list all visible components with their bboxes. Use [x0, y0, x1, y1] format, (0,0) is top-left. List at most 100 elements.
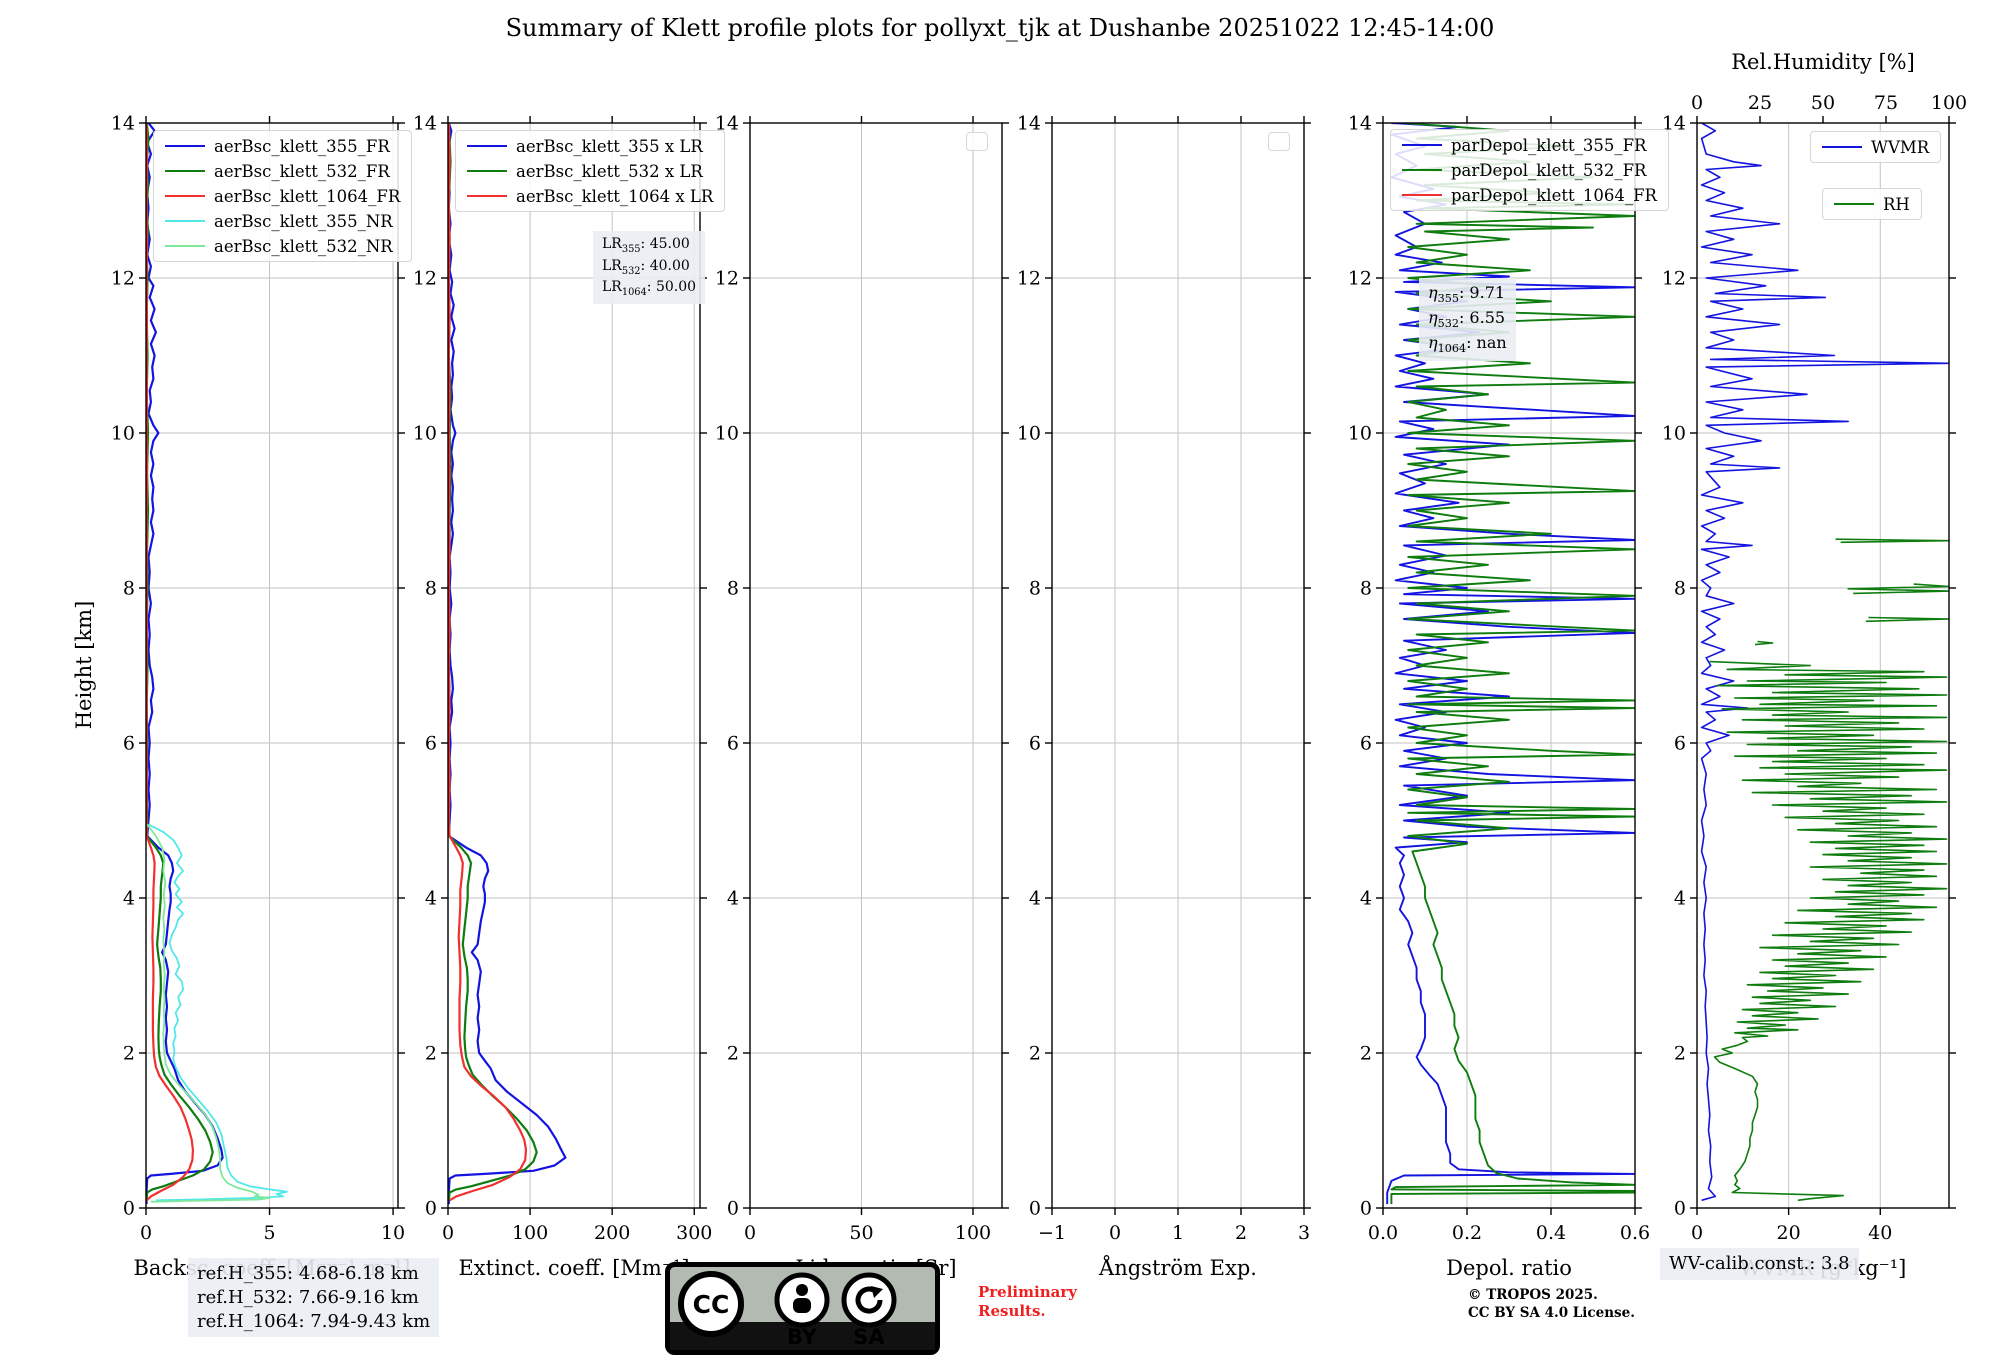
- y-tick-label: 8: [1360, 578, 1372, 600]
- series-rh: [1835, 538, 1949, 544]
- x-tick-label: 10: [381, 1222, 405, 1244]
- y-tick-label: 0: [727, 1198, 739, 1220]
- y-tick-label: 6: [1674, 733, 1686, 755]
- y-tick-label: 10: [1017, 423, 1041, 445]
- y-tick-label: 14: [1662, 113, 1686, 135]
- legend-line-sample: [467, 170, 507, 172]
- legend-entry: WVMR: [1822, 137, 1929, 157]
- legend-label: aerBsc_klett_532 x LR: [516, 161, 703, 181]
- x-axis-label-3: Ångström Exp.: [1098, 1255, 1257, 1280]
- series-ext355: [448, 123, 567, 1205]
- x-tick-label: 0: [140, 1222, 152, 1244]
- svg-text:SA: SA: [853, 1325, 885, 1349]
- y-tick-label: 2: [425, 1043, 437, 1065]
- legend-entry: aerBsc_klett_355 x LR: [467, 136, 713, 156]
- series-bsc355fr: [146, 123, 224, 1205]
- ref-h-532: ref.H_532: 7.66-9.16 km: [197, 1286, 419, 1308]
- legend-line-sample: [165, 220, 205, 222]
- legend-line-sample: [467, 145, 507, 147]
- panel-5: 02040025507510002468101214WVMR [g*kg⁻¹]: [1662, 92, 1967, 1280]
- series-rh: [1709, 660, 1948, 1202]
- legend-line-sample: [1402, 144, 1442, 146]
- lidar-ratio-annotation: LR355: 45.00 LR532: 40.00 LR1064: 50.00: [593, 231, 706, 305]
- y-tick-label: 12: [715, 268, 739, 290]
- x-tick-label: 5: [263, 1222, 275, 1244]
- x-tick-label: 200: [594, 1222, 630, 1244]
- series-ext1064: [448, 123, 528, 1202]
- lr-1064-line: LR1064: 50.00: [602, 279, 697, 299]
- figure-title: Summary of Klett profile plots for polly…: [505, 14, 1495, 42]
- y-tick-label: 14: [413, 113, 437, 135]
- y-tick-label: 2: [123, 1043, 135, 1065]
- preliminary-results-note: Preliminary Results.: [978, 1283, 1077, 1320]
- cc-icon: [678, 1271, 744, 1337]
- y-tick-label: 6: [1029, 733, 1041, 755]
- y-tick-label: 0: [1674, 1198, 1686, 1220]
- legend-label: aerBsc_klett_355_NR: [214, 211, 393, 231]
- legend-line-sample: [1834, 203, 1874, 205]
- legend-line-sample: [165, 195, 205, 197]
- y-tick-label: 12: [111, 268, 135, 290]
- legend-entry: RH: [1834, 194, 1910, 214]
- sa-arrow-icon: [841, 1272, 897, 1328]
- top-tick-label: 25: [1748, 92, 1772, 114]
- x-tick-label: 300: [676, 1222, 712, 1244]
- svg-text:BY: BY: [787, 1325, 818, 1349]
- y-tick-label: 4: [1360, 888, 1372, 910]
- legend-label: aerBsc_klett_355_FR: [214, 136, 390, 156]
- y-tick-label: 12: [413, 268, 437, 290]
- legend-label: WVMR: [1871, 137, 1930, 157]
- y-tick-label: 12: [1017, 268, 1041, 290]
- top-tick-label: 50: [1811, 92, 1835, 114]
- y-tick-label: 10: [413, 423, 437, 445]
- panel-border: [447, 122, 701, 1209]
- legend-line-sample: [165, 170, 205, 172]
- eta-532-line: η532: 6.55: [1428, 307, 1506, 331]
- x-tick-label: 100: [512, 1222, 548, 1244]
- y-tick-label: 8: [1674, 578, 1686, 600]
- legend-backscatter: aerBsc_klett_355_FR aerBsc_klett_532_FR ae…: [153, 130, 413, 262]
- series-wvmr: [1700, 123, 1949, 1202]
- panel-1: 0 100 200 300 0 2 4 6 8 10 12 14 Extinct. coeff. [Mm…: [413, 113, 713, 1281]
- x-axis-label-4: Depol. ratio: [1446, 1256, 1572, 1280]
- y-tick-label: 8: [123, 578, 135, 600]
- x-tick-label: 0: [1109, 1222, 1121, 1244]
- legend-entry: parDepol_klett_355_FR: [1402, 135, 1657, 155]
- legend-entry: aerBsc_klett_355_NR: [165, 211, 400, 231]
- eta-1064-line: η1064: nan: [1428, 332, 1507, 356]
- x-axis-label-1: Extinct. coeff. [Mm⁻¹]: [458, 1256, 689, 1280]
- x-tick-label: 0: [1691, 1222, 1703, 1244]
- x-tick-label: 2: [1235, 1222, 1247, 1244]
- legend-entry: aerBsc_klett_532_NR: [165, 236, 400, 256]
- x-tick-label: −1: [1038, 1222, 1066, 1244]
- y-tick-label: 14: [1017, 113, 1041, 135]
- legend-line-sample: [165, 145, 205, 147]
- y-tick-label: 6: [425, 733, 437, 755]
- y-tick-label: 8: [727, 578, 739, 600]
- y-tick-label: 14: [1348, 113, 1372, 135]
- y-tick-label: 0: [1029, 1198, 1041, 1220]
- eta-355-line: η355: 9.71: [1428, 283, 1506, 306]
- reference-height-annotation: ref.H_355: 4.68-6.18 km ref.H_532: 7.66-…: [188, 1258, 440, 1338]
- eta-annotation: η355: 9.71 η532: 6.55 η1064: nan: [1419, 278, 1516, 361]
- y-tick-label: 6: [727, 733, 739, 755]
- top-tick-label: 0: [1691, 92, 1703, 114]
- x-tick-label: 40: [1868, 1222, 1892, 1244]
- x-tick-label: 0.4: [1536, 1222, 1566, 1244]
- legend-label: parDepol_klett_355_FR: [1451, 135, 1647, 155]
- y-tick-label: 10: [715, 423, 739, 445]
- y-tick-label: 14: [111, 113, 135, 135]
- series-bsc532nr: [146, 823, 271, 1203]
- legend-line-sample: [1402, 194, 1442, 196]
- y-tick-label: 14: [715, 113, 739, 135]
- y-tick-label: 0: [425, 1198, 437, 1220]
- legend-rh: RH: [1822, 188, 1922, 220]
- cc-by-sa-badge: CC BY SA: [665, 1262, 940, 1355]
- legend-label: aerBsc_klett_355 x LR: [516, 136, 703, 156]
- empty-legend-placeholder: [966, 132, 988, 151]
- legend-label: RH: [1883, 194, 1910, 214]
- y-tick-label: 4: [1674, 888, 1686, 910]
- x-tick-label: 0: [744, 1222, 756, 1244]
- x-tick-label: 3: [1298, 1222, 1310, 1244]
